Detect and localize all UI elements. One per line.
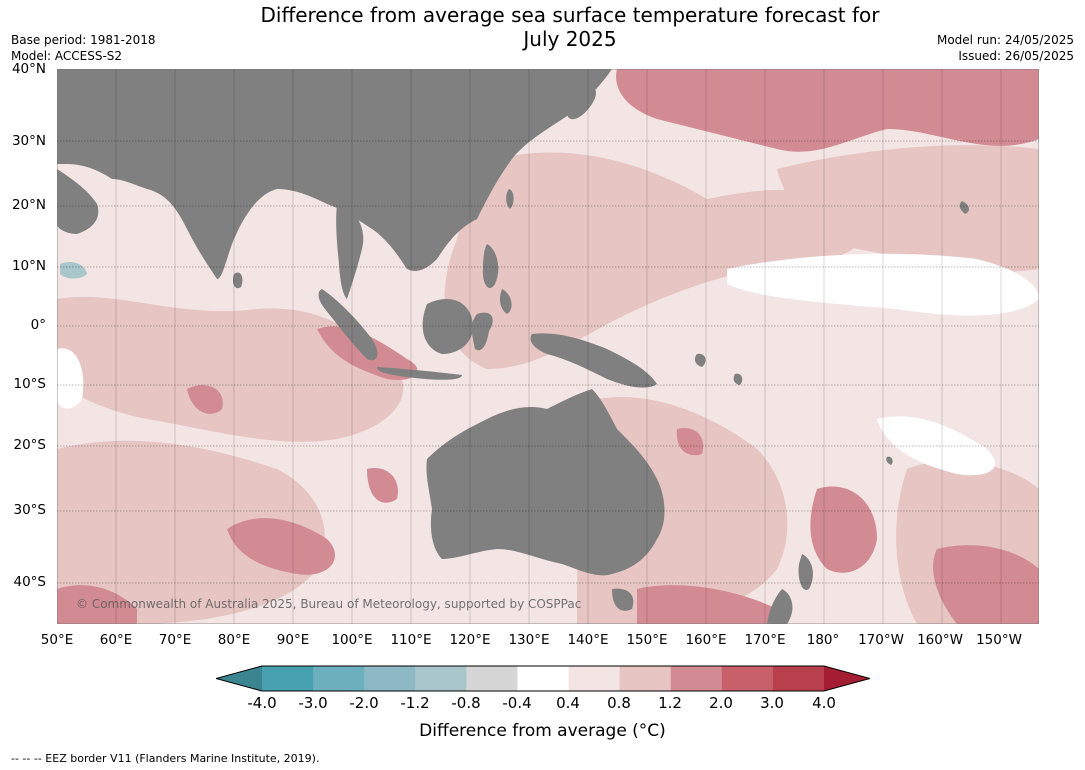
colorbar-tick-label: 2.0 (709, 694, 733, 712)
colorbar-segment (568, 666, 621, 691)
meta-right: Model run: 24/05/2025 Issued: 26/05/2025 (937, 32, 1074, 64)
colorbar-segment (721, 666, 774, 691)
colorbar-segment (466, 666, 518, 691)
lat-label: 10°S (13, 376, 47, 392)
meridians (115, 69, 1002, 624)
colorbar-tick-label: 4.0 (812, 694, 836, 712)
colorbar-tick-label: 0.8 (607, 694, 631, 712)
lat-label: 40°S (13, 574, 47, 590)
lon-label: 160°E (685, 632, 727, 648)
lon-label: 140°E (567, 632, 609, 648)
colorbar-under-arrow (216, 666, 262, 691)
lon-label: 60°E (99, 632, 133, 648)
colorbar (216, 665, 870, 692)
lon-label: 90°E (276, 632, 310, 648)
colorbar-tick-label: 3.0 (760, 694, 784, 712)
lon-label: 170°W (858, 632, 904, 648)
map-title-month: July 2025 (523, 27, 617, 51)
colorbar-over-arrow (824, 666, 870, 691)
colorbar-tick-label: 0.4 (556, 694, 580, 712)
map-title: Difference from average sea surface temp… (260, 3, 880, 27)
lat-label: 10°N (11, 258, 46, 274)
lon-label: 120°E (449, 632, 491, 648)
colorbar-segment (313, 666, 365, 691)
copyright-text: © Commonwealth of Australia 2025, Bureau… (76, 597, 582, 611)
colorbar-label: Difference from average (°C) (419, 721, 666, 741)
lon-label: 170°E (744, 632, 786, 648)
lat-label: 30°N (11, 133, 46, 149)
lat-label: 0° (30, 317, 46, 333)
colorbar-segments (262, 666, 825, 691)
lat-label: 30°S (13, 502, 47, 518)
colorbar-outline (216, 665, 870, 692)
colorbar-segment (619, 666, 672, 691)
colorbar-tick-label: 1.2 (658, 694, 682, 712)
lon-label: 180° (806, 632, 840, 648)
lon-label: 130°E (508, 632, 550, 648)
lon-label: 70°E (158, 632, 192, 648)
anomaly-1.2-2.0 (57, 69, 1039, 624)
lat-label: 40°N (11, 61, 46, 77)
colorbar-segment (670, 666, 723, 691)
colorbar-segment (364, 666, 416, 691)
colorbar-segment (262, 666, 314, 691)
lon-label: 110°E (390, 632, 432, 648)
colorbar-tick-label: -2.0 (349, 694, 379, 712)
lon-label: 150°W (976, 632, 1022, 648)
lon-label: 100°E (331, 632, 373, 648)
colorbar-segment (772, 666, 825, 691)
base-period-text: Base period: 1981-2018 (11, 33, 156, 47)
lat-label: 20°S (13, 437, 47, 453)
colorbar-tick-label: -3.0 (298, 694, 328, 712)
lon-label: 150°E (626, 632, 668, 648)
anomaly-cool-patch (60, 262, 87, 279)
lon-label: 160°W (917, 632, 963, 648)
colorbar-segment (415, 666, 467, 691)
lon-label: 50°E (40, 632, 74, 648)
sst-anomaly-map (57, 69, 1039, 624)
colorbar-tick-label: -4.0 (247, 694, 277, 712)
issued-text: Issued: 26/05/2025 (958, 49, 1074, 63)
footer-note: -- -- -- EEZ border V11 (Flanders Marine… (11, 752, 320, 765)
colorbar-tick-label: -0.8 (451, 694, 481, 712)
colorbar-tick-label: -1.2 (400, 694, 430, 712)
model-run-text: Model run: 24/05/2025 (936, 33, 1074, 47)
meta-left: Base period: 1981-2018 Model: ACCESS-S2 (11, 32, 156, 64)
land (57, 69, 969, 624)
lon-label: 80°E (217, 632, 251, 648)
lat-label: 20°N (11, 197, 46, 213)
colorbar-segment (517, 666, 570, 691)
colorbar-tick-label: -0.4 (502, 694, 532, 712)
model-text: Model: ACCESS-S2 (11, 49, 123, 63)
